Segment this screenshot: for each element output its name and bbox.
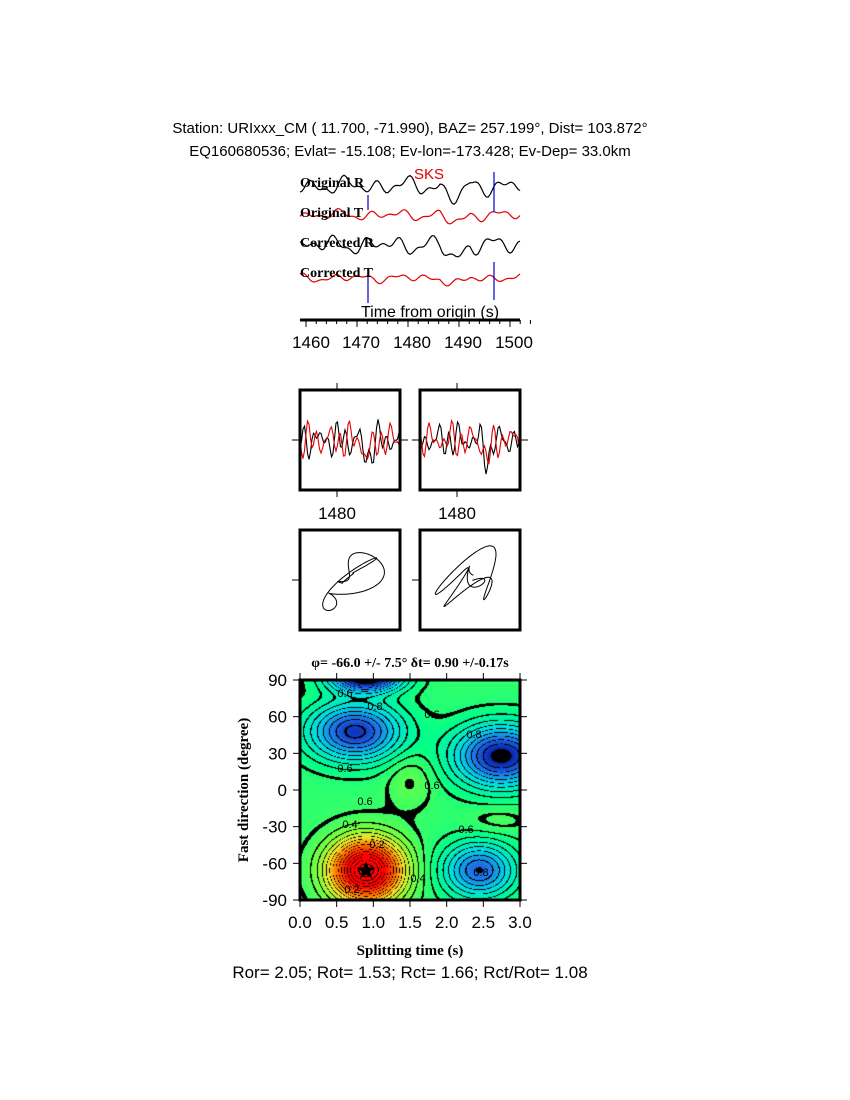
contour-labels: 0.60.80.60.60.60.80.60.40.20.20.4 0.80.6 [337, 688, 488, 896]
trace-lines [299, 174, 521, 287]
trace-label-original-r: Original R [300, 176, 365, 191]
particle-motion-curve-corrected [412, 545, 497, 607]
x-tick-label: 3.0 [508, 913, 532, 932]
contour-label: 0.6 [357, 796, 372, 808]
waveform-tick-label-left: 1480 [318, 504, 356, 523]
particle-motion-original [292, 528, 402, 632]
particle-motion-corrected [412, 528, 522, 632]
time-tick-label-1460: 1460 [292, 333, 330, 352]
particle-path [434, 545, 497, 607]
x-tick-label: 2.5 [472, 913, 496, 932]
particle-motion-curve-original [292, 552, 385, 611]
wave-black [299, 419, 400, 464]
wave-red [419, 419, 520, 465]
trace-panel: Original R Original T Corrected R Correc… [292, 166, 533, 352]
trace-label-corrected-r: Corrected R [300, 236, 375, 251]
time-tick-label-1490: 1490 [444, 333, 482, 352]
waveform-panel-corrected: 1480 [412, 383, 528, 523]
contour-label: 0.4 [410, 873, 425, 885]
trace-label-corrected-t: Corrected T [300, 266, 374, 281]
x-tick-label: 1.0 [362, 913, 386, 932]
y-tick-label: 0 [278, 781, 287, 800]
x-tick-label: 0.0 [288, 913, 312, 932]
waveform-tick-label-right: 1480 [438, 504, 476, 523]
contour-label: 0.6 [458, 824, 473, 836]
contour-label: 0.4 [342, 819, 357, 831]
ratio-summary: Ror= 2.05; Rot= 1.53; Rct= 1.66; Rct/Rot… [232, 963, 588, 982]
best-fit-star [356, 861, 376, 879]
y-tick-label: 90 [268, 671, 287, 690]
grid-y-axis-label: Fast direction (degree) [236, 718, 252, 862]
particle-path [322, 552, 385, 611]
contour-label: 0.6 [424, 709, 439, 721]
contour-label: 0.6 [424, 780, 439, 792]
y-tick-label: -90 [262, 891, 287, 910]
event-info-line: EQ160680536; Evlat= -15.108; Ev-lon=-173… [189, 143, 631, 160]
contour-label: 0.6 [337, 763, 352, 775]
trace-corrected-t [299, 272, 521, 287]
time-tick-label-1480: 1480 [393, 333, 431, 352]
x-tick-label: 2.0 [435, 913, 459, 932]
contour-label: 0.2 [344, 884, 359, 896]
grid-axes: 0.0 0.5 1.0 1.5 2.0 2.5 3.0 -90 -60 -30 0 30 60 90 [262, 671, 531, 932]
trace-corrected-r [299, 234, 521, 258]
waveform-panel-original: 1480 [292, 383, 408, 523]
contour-label: 0.2 [369, 839, 384, 851]
time-axis-ticks [305, 320, 531, 327]
grid-search-title: φ= -66.0 +/- 7.5° δt= 0.90 +/-0.17s [311, 656, 509, 671]
contour-label: 0.6 [337, 688, 352, 700]
time-tick-label-1470: 1470 [342, 333, 380, 352]
time-axis-label: Time from origin (s) [361, 304, 499, 321]
contour-label: 0.8 [466, 729, 481, 741]
station-info-line: Station: URIxxx_CM ( 11.700, -71.990), B… [172, 120, 648, 137]
contour-label: 0.8 [473, 867, 488, 879]
grid-x-axis-label: Splitting time (s) [357, 943, 464, 959]
x-tick-label: 0.5 [325, 913, 349, 932]
y-tick-label: 60 [268, 708, 287, 727]
waveform-lines-original [292, 383, 408, 497]
phase-label-sks: SKS [414, 166, 444, 183]
x-tick-label: 1.5 [398, 913, 422, 932]
time-tick-label-1500: 1500 [495, 333, 533, 352]
y-tick-label: -30 [262, 818, 287, 837]
contour-label: 0.8 [367, 701, 382, 713]
grid-search-plot: φ= -66.0 +/- 7.5° δt= 0.90 +/-0.17s 0.60… [236, 656, 532, 959]
trace-label-original-t: Original T [300, 206, 364, 221]
wave-red [299, 418, 400, 461]
y-tick-label: -60 [262, 854, 287, 873]
y-tick-label: 30 [268, 744, 287, 763]
trace-original-r [299, 174, 521, 206]
trace-original-t [299, 207, 521, 225]
wave-black [419, 420, 520, 475]
waveform-lines-corrected [412, 383, 528, 497]
misfit-heatmap [300, 680, 520, 900]
